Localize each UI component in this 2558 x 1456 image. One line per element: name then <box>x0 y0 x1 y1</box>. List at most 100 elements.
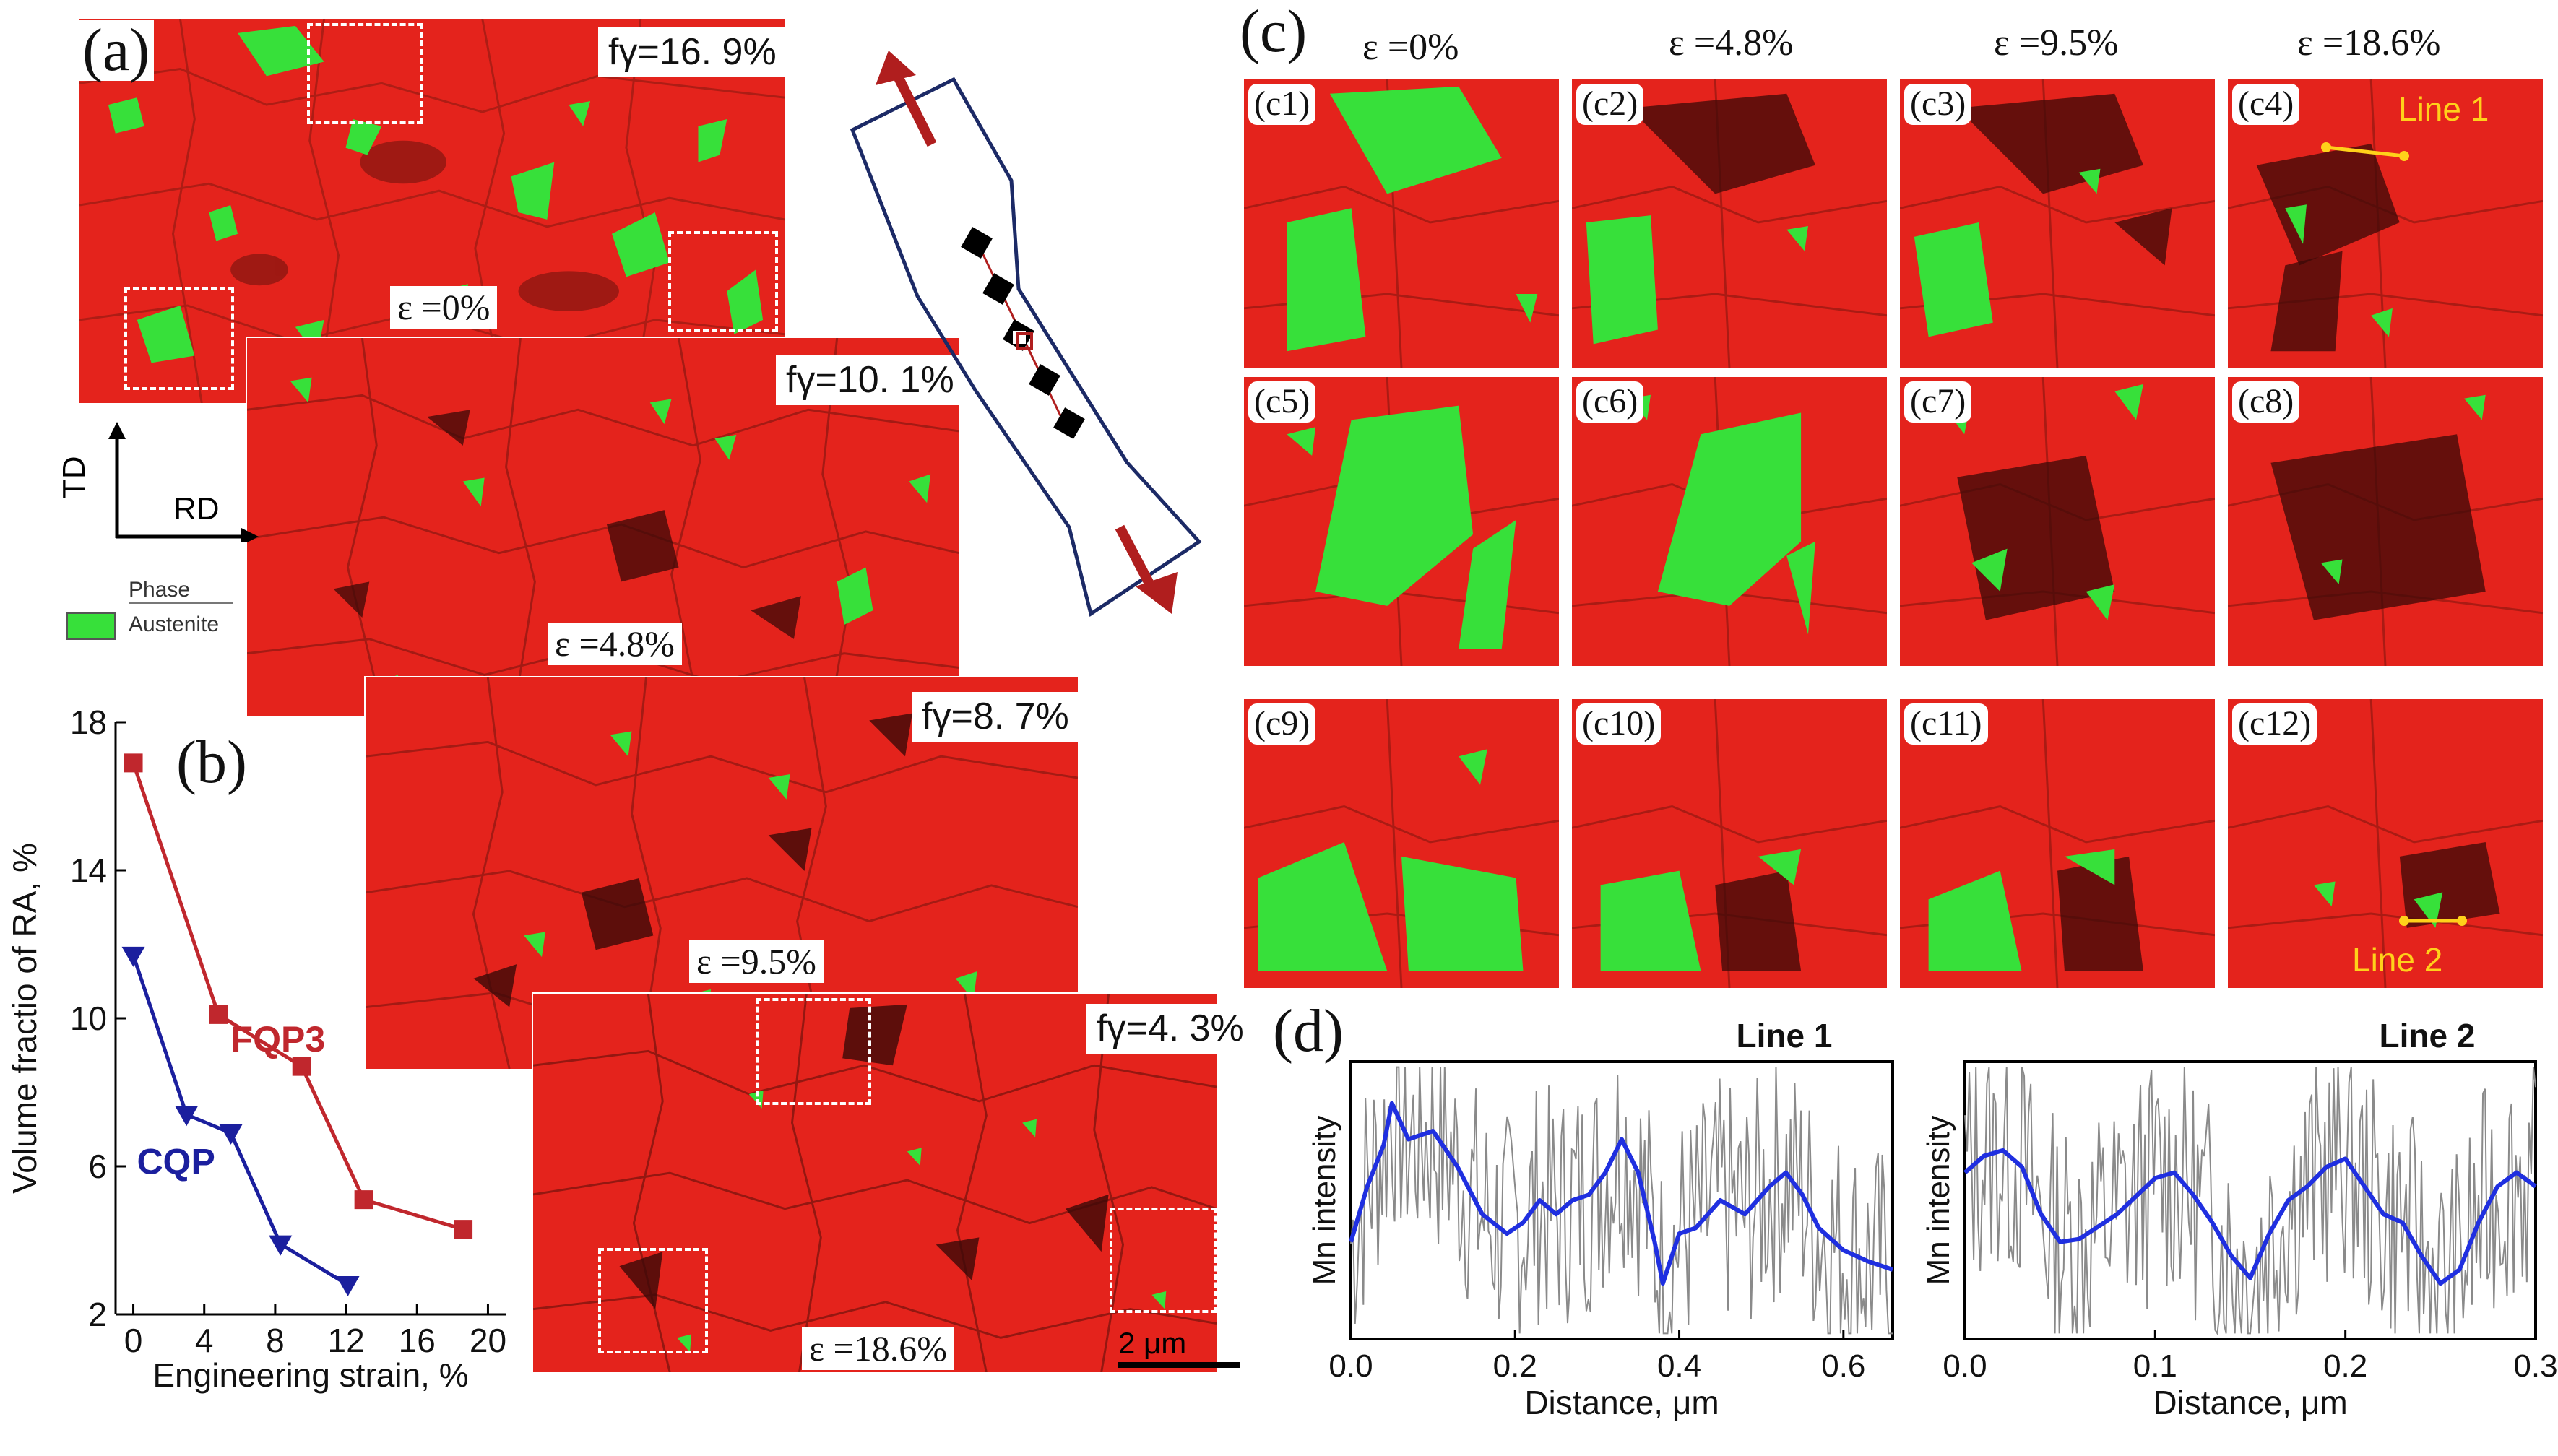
y-axis-label: Mn intensity <box>1921 1116 1956 1286</box>
grain-boundaries <box>2228 699 2543 988</box>
austenite-grain <box>1401 856 1524 971</box>
series-line <box>131 955 349 1287</box>
zoomed-map-image <box>1900 377 2215 666</box>
data-point-triangle <box>219 1124 243 1145</box>
data-point-square <box>124 753 143 773</box>
y-tick-label: 2 <box>88 1296 107 1333</box>
mn-profile-line-2: 0.0 0.1 0.2 0.3 Distance, μm Mn intensity Line… <box>1921 1017 2557 1421</box>
subpanel-label: (c1) <box>1248 84 1316 125</box>
series-label: CQP <box>137 1141 215 1182</box>
scale-bar-label: 2 μm <box>1118 1326 1187 1360</box>
martensite-region <box>1629 93 1815 194</box>
highlight-box <box>756 998 871 1105</box>
data-point-triangle <box>269 1235 293 1256</box>
austenite-grain <box>1287 427 1316 456</box>
martensite-region <box>2270 434 2486 620</box>
austenite-grain <box>2313 881 2336 907</box>
plot-frame <box>1349 1060 1894 1340</box>
line-1-marker <box>2321 142 2409 161</box>
zoomed-map-tile <box>1570 698 1888 989</box>
phase-map-image <box>533 994 1217 1372</box>
zoomed-map-tile <box>2226 78 2544 370</box>
zoomed-map-image <box>1244 699 1559 988</box>
subpanel-label: (c4) <box>2232 84 2300 125</box>
austenite-grain <box>1928 870 2022 971</box>
x-tick-label: 0.3 <box>2513 1348 2557 1384</box>
martensite-region <box>2256 144 2400 266</box>
y-axis-label: Mn intensity <box>1307 1116 1342 1286</box>
zoomed-map-tile <box>1570 376 1888 667</box>
subpanel-label: (c8) <box>2232 381 2300 422</box>
zoomed-map-image <box>2228 377 2543 666</box>
x-tick-label: 0 <box>124 1322 143 1359</box>
austenite-grain <box>2078 168 2101 194</box>
austenite-fraction-label: fγ=8. 7% <box>912 692 1079 742</box>
subpanel-label: (c5) <box>1248 381 1316 422</box>
zoomed-map-image <box>1900 699 2215 988</box>
zoomed-map-image <box>1244 79 1559 368</box>
austenite-grain <box>1657 412 1802 606</box>
data-point-triangle <box>336 1276 360 1296</box>
ferrite-background <box>2228 699 2543 988</box>
highlight-box <box>598 1248 708 1353</box>
subpanel-label: (c3) <box>1904 84 1972 125</box>
strain-label: ε =4.8% <box>548 623 682 665</box>
martensite-region <box>2057 856 2143 971</box>
austenite-grain <box>1516 294 1538 323</box>
raw-signal <box>1964 1067 2536 1336</box>
y-tick-label: 10 <box>70 1000 107 1037</box>
ebsd-map-strain-18-6 <box>532 992 1218 1374</box>
strain-label: ε =9.5% <box>689 940 824 983</box>
x-axis-label: Distance, μm <box>2153 1384 2347 1421</box>
martensite-region <box>2270 251 2343 352</box>
austenite-grain <box>1786 225 1808 251</box>
subpanel-label: (c10) <box>1576 703 1662 745</box>
panel-b-letter: (b) <box>172 732 251 793</box>
austenite-fraction-label: fγ=4. 3% <box>1086 1004 1254 1054</box>
zoomed-map-image <box>1572 377 1887 666</box>
zoomed-map-tile <box>1243 78 1560 370</box>
martensite-region <box>1957 93 2143 194</box>
phase-legend-header: Phase <box>129 578 234 604</box>
subpanel-label: (c6) <box>1576 381 1644 422</box>
data-point-triangle <box>121 946 145 967</box>
austenite-grain <box>2064 849 2115 885</box>
austenite-grain <box>2464 394 2486 420</box>
x-tick-label: 0.2 <box>2323 1348 2367 1384</box>
austenite-grain <box>1315 405 1474 606</box>
zoomed-map-tile <box>2226 376 2544 667</box>
x-tick-label: 8 <box>266 1322 285 1359</box>
subpanel-label: (c2) <box>1576 84 1644 125</box>
data-point-triangle <box>175 1106 199 1127</box>
x-axis-label: Engineering strain, % <box>152 1356 468 1394</box>
strain-label: ε =18.6% <box>802 1327 954 1370</box>
x-tick-label: 16 <box>399 1322 436 1359</box>
austenite-grain <box>1600 870 1701 971</box>
zoomed-map-tile <box>1570 78 1888 370</box>
line-1-label: Line 1 <box>2398 90 2489 128</box>
x-axis-label: Distance, μm <box>1524 1384 1719 1421</box>
zoomed-map-tile <box>1243 376 1560 667</box>
zoomed-map-tile <box>1898 78 2216 370</box>
zoomed-map-tile <box>1243 698 1560 989</box>
column-header-strain-9-5: ε =9.5% <box>1994 22 2119 64</box>
raw-signal <box>1350 1066 1893 1335</box>
austenite-grain <box>1586 215 1658 344</box>
data-point-square <box>454 1220 473 1239</box>
y-tick-label: 6 <box>88 1148 107 1185</box>
column-header-strain-0: ε =0% <box>1362 27 1459 68</box>
series-label: FQP3 <box>231 1019 326 1060</box>
panel-a-letter: (a) <box>78 20 155 81</box>
smoothed-signal <box>1963 1148 2537 1286</box>
austenite-grain <box>1329 86 1502 194</box>
strain-label: ε =0% <box>390 286 498 329</box>
y-axis-label: Volume fractio of RA, % <box>6 843 43 1194</box>
zoomed-map-image <box>1572 79 1887 368</box>
austenite-grain <box>1786 541 1815 635</box>
td-axis-label: TD <box>56 456 92 498</box>
austenite-grain <box>1971 548 2008 592</box>
data-point-square <box>354 1190 373 1210</box>
austenite-legend-swatch <box>66 612 116 640</box>
austenite-grain <box>1758 849 1802 885</box>
austenite-grain <box>2114 384 2143 420</box>
